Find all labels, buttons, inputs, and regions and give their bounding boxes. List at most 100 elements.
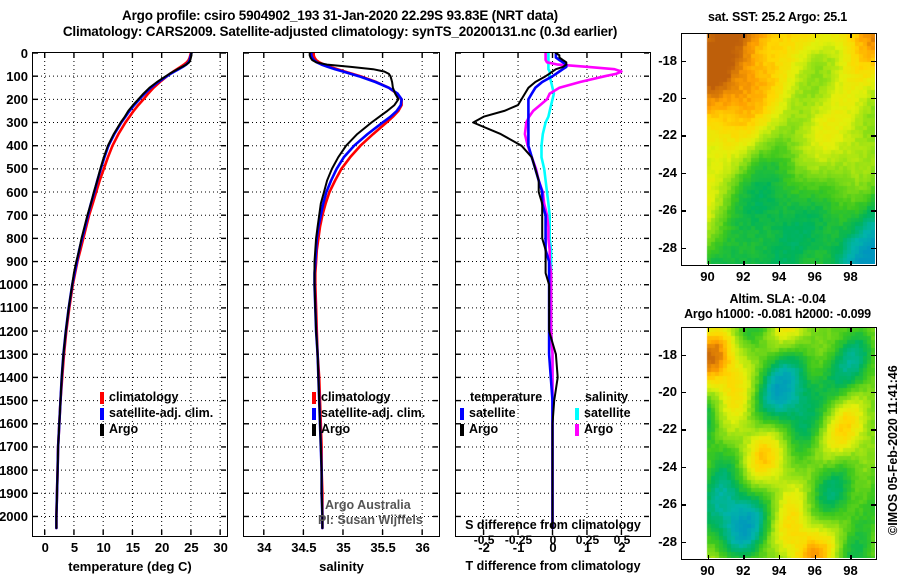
- legend-swatch-temperature-satellite: [460, 408, 464, 420]
- map-lat-tick-mark: [871, 504, 876, 506]
- depth-tick-label: 1200: [0, 323, 28, 339]
- map-lon-tick-label: 98: [843, 563, 858, 578]
- axis-tick-label: 20: [154, 540, 170, 555]
- depth-tick-label: 1300: [0, 346, 28, 362]
- map-lat-tick-mark: [681, 60, 686, 63]
- axis-tick-label: 34: [257, 540, 272, 555]
- imos-timestamp-text: ©IMOS 05-Feb-2020 11:41:46: [886, 365, 900, 535]
- map-lat-tick-mark: [871, 392, 876, 394]
- legend-swatch-climatology: [100, 392, 104, 404]
- axis-tick-label: 10: [96, 540, 111, 555]
- map-lat-tick-mark: [681, 392, 686, 394]
- credit-pi: PI: Susan Wijffels: [318, 513, 423, 527]
- map-lon-tick-mark: [814, 261, 817, 266]
- temperature-x-axis-label: temperature (deg C): [68, 559, 192, 574]
- salinity-profile-canvas: [244, 53, 438, 535]
- legend-swatch-temperature-argo: [460, 424, 464, 436]
- sla-map-title-line1: Altim. SLA: -0.04: [729, 292, 826, 306]
- map-lat-tick-mark: [681, 98, 686, 100]
- legend-swatch-satellite-adj: [312, 408, 316, 420]
- depth-tick-label: 1100: [0, 300, 28, 316]
- map-lon-tick-mark: [707, 555, 709, 560]
- difference-s-axis-label: S difference from climatology: [465, 518, 641, 532]
- difference-legend: temperature salinity satellite satellite…: [460, 390, 650, 438]
- map-lat-tick-mark: [681, 466, 686, 469]
- map-lon-tick-mark: [743, 555, 745, 560]
- axis-tick-label: 25: [184, 540, 199, 555]
- salinity-x-axis-label: salinity: [319, 559, 364, 574]
- map-lat-tick-label: -18: [658, 346, 677, 362]
- page-title-line2: Climatology: CARS2009. Satellite-adjuste…: [62, 24, 618, 39]
- map-lat-tick-mark: [871, 135, 876, 137]
- sst-map-frame: [681, 33, 877, 266]
- map-lat-tick-mark: [871, 210, 876, 212]
- legend-label-salinity-satellite: satellite: [584, 406, 631, 420]
- s-difference-tick-label: 0: [549, 533, 557, 547]
- s-difference-tick-label: -0.25: [504, 533, 533, 547]
- map-lon-tick-label: 90: [700, 563, 715, 578]
- legend-swatch-argo: [100, 424, 104, 436]
- map-lon-tick-mark: [779, 261, 781, 266]
- legend-label-satellite-adj: satellite-adj. clim.: [109, 406, 214, 420]
- map-lon-tick-mark: [707, 327, 709, 332]
- difference-profile-canvas: [456, 53, 649, 535]
- depth-tick-label: 900: [6, 254, 28, 270]
- depth-tick-label: 100: [6, 68, 28, 84]
- map-lat-tick-label: -26: [658, 496, 677, 512]
- legend-label-salinity-argo: Argo: [584, 422, 614, 436]
- axis-tick-label: -2: [478, 540, 490, 555]
- map-lat-tick-mark: [681, 429, 686, 431]
- legend-group-temperature: temperature: [470, 390, 543, 404]
- depth-tick-label: 1500: [0, 393, 28, 409]
- map-lon-tick-label: 92: [736, 269, 751, 284]
- map-lat-tick-label: -18: [658, 52, 677, 68]
- map-lat-tick-mark: [871, 172, 876, 175]
- map-lon-tick-label: 94: [771, 269, 787, 284]
- map-lat-tick-mark: [871, 429, 876, 431]
- map-lon-tick-mark: [850, 261, 852, 266]
- map-lon-tick-label: 92: [736, 563, 751, 578]
- map-lat-tick-label: -20: [658, 90, 677, 106]
- map-lon-tick-mark: [743, 327, 745, 332]
- map-lat-tick-mark: [681, 354, 686, 357]
- map-lon-tick-mark: [850, 33, 852, 38]
- difference-t-axis-label: T difference from climatology: [465, 559, 641, 573]
- map-lat-tick-label: -26: [658, 202, 677, 218]
- sst-map-title: sat. SST: 25.2 Argo: 25.1: [707, 10, 848, 24]
- temperature-plot-frame: [32, 52, 228, 537]
- imos-timestamp: ©IMOS 05-Feb-2020 11:41:46: [886, 365, 900, 549]
- map-lon-tick-mark: [743, 33, 745, 38]
- depth-tick-label: 1400: [0, 369, 28, 385]
- legend-swatch-salinity-satellite: [575, 408, 579, 420]
- map-lat-tick-mark: [871, 541, 876, 544]
- legend-group-salinity: salinity: [585, 390, 629, 404]
- map-lon-tick-mark: [779, 327, 781, 332]
- map-lon-tick-mark: [707, 261, 709, 266]
- map-lat-tick-label: -24: [658, 164, 677, 180]
- map-lat-tick-mark: [871, 98, 876, 100]
- legend-swatch-climatology: [312, 392, 316, 404]
- legend-label-argo: Argo: [321, 422, 351, 436]
- map-lat-tick-mark: [871, 466, 876, 469]
- map-lat-tick-mark: [681, 504, 686, 506]
- sla-map-frame: [681, 327, 877, 560]
- legend-label-temperature-argo: Argo: [469, 422, 499, 436]
- map-lon-tick-mark: [814, 555, 817, 560]
- axis-tick-label: -1: [512, 540, 525, 555]
- depth-tick-label: 1000: [0, 277, 28, 293]
- legend-swatch-salinity-argo: [575, 424, 579, 436]
- s-difference-tick-label: -0.5: [473, 533, 495, 547]
- depth-tick-label: 1900: [0, 485, 28, 501]
- map-lon-tick-mark: [707, 33, 709, 38]
- depth-tick-label: 1700: [0, 439, 28, 455]
- map-lat-tick-mark: [681, 210, 686, 212]
- legend-label-satellite-adj: satellite-adj. clim.: [321, 406, 426, 420]
- map-lat-tick-label: -24: [658, 458, 677, 474]
- depth-tick-label: 200: [6, 91, 28, 107]
- axis-tick-label: 15: [125, 540, 141, 555]
- map-lat-tick-mark: [871, 60, 876, 63]
- map-lon-tick-mark: [850, 555, 852, 560]
- temperature-profile-canvas: [33, 53, 226, 535]
- map-lat-tick-label: -22: [658, 421, 677, 437]
- legend-label-climatology: climatology: [321, 390, 391, 404]
